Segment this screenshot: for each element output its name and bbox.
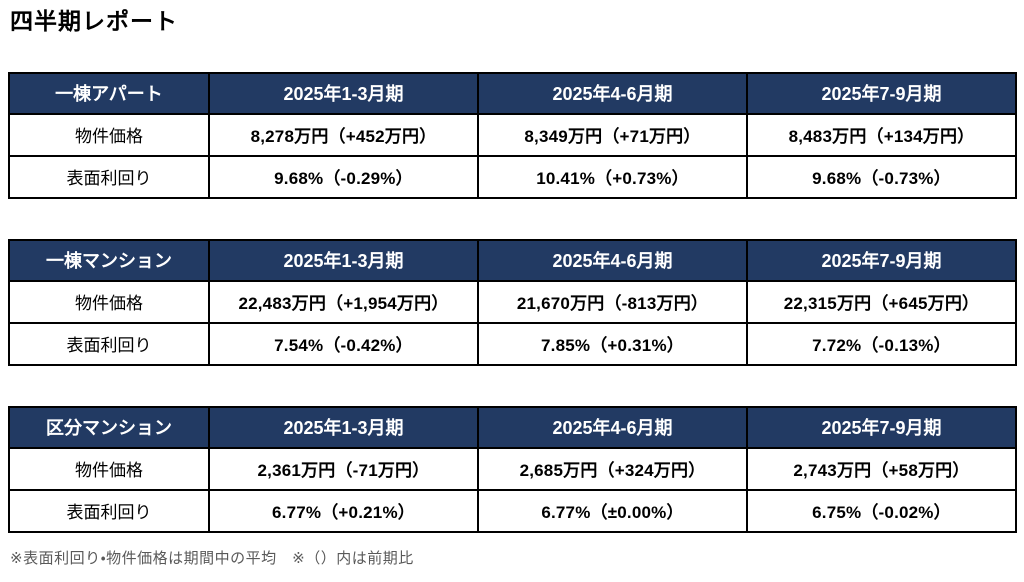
price-value-q1: 2,361万円（-71万円） (208, 446, 479, 491)
row-label-price: 物件価格 (8, 446, 210, 491)
tables-container: 一棟アパート 2025年1-3月期 2025年4-6月期 2025年7-9月期 … (8, 71, 1017, 533)
table-header-row: 区分マンション 2025年1-3月期 2025年4-6月期 2025年7-9月期 (8, 405, 1017, 449)
table-row-price: 物件価格 2,361万円（-71万円） 2,685万円（+324万円） 2,74… (8, 446, 1017, 491)
price-value-q3: 22,315万円（+645万円） (746, 279, 1017, 324)
price-value-q2: 8,349万円（+71万円） (477, 112, 748, 157)
row-label-yield: 表面利回り (8, 488, 210, 533)
table-row-yield: 表面利回り 9.68%（-0.29%） 10.41%（+0.73%） 9.68%… (8, 154, 1017, 199)
yield-value-q3: 7.72%（-0.13%） (746, 321, 1017, 366)
yield-value-q1: 6.77%（+0.21%） (208, 488, 479, 533)
column-header-q2: 2025年4-6月期 (477, 238, 748, 282)
price-value-q3: 8,483万円（+134万円） (746, 112, 1017, 157)
column-header-q1: 2025年1-3月期 (208, 71, 479, 115)
column-header-q2: 2025年4-6月期 (477, 405, 748, 449)
yield-value-q2: 10.41%（+0.73%） (477, 154, 748, 199)
price-value-q2: 21,670万円（-813万円） (477, 279, 748, 324)
table-whole-condo: 一棟マンション 2025年1-3月期 2025年4-6月期 2025年7-9月期… (8, 238, 1017, 366)
yield-value-q2: 7.85%（+0.31%） (477, 321, 748, 366)
price-value-q1: 8,278万円（+452万円） (208, 112, 479, 157)
row-label-price: 物件価格 (8, 279, 210, 324)
yield-value-q3: 9.68%（-0.73%） (746, 154, 1017, 199)
category-header: 一棟マンション (8, 238, 210, 282)
yield-value-q2: 6.77%（±0.00%） (477, 488, 748, 533)
row-label-yield: 表面利回り (8, 321, 210, 366)
row-label-price: 物件価格 (8, 112, 210, 157)
price-value-q1: 22,483万円（+1,954万円） (208, 279, 479, 324)
column-header-q1: 2025年1-3月期 (208, 405, 479, 449)
column-header-q2: 2025年4-6月期 (477, 71, 748, 115)
category-header: 一棟アパート (8, 71, 210, 115)
column-header-q3: 2025年7-9月期 (746, 238, 1017, 282)
price-value-q3: 2,743万円（+58万円） (746, 446, 1017, 491)
page-title: 四半期レポート (10, 8, 178, 34)
row-label-yield: 表面利回り (8, 154, 210, 199)
column-header-q3: 2025年7-9月期 (746, 71, 1017, 115)
category-header: 区分マンション (8, 405, 210, 449)
table-row-yield: 表面利回り 6.77%（+0.21%） 6.77%（±0.00%） 6.75%（… (8, 488, 1017, 533)
table-header-row: 一棟マンション 2025年1-3月期 2025年4-6月期 2025年7-9月期 (8, 238, 1017, 282)
table-row-price: 物件価格 22,483万円（+1,954万円） 21,670万円（-813万円）… (8, 279, 1017, 324)
yield-value-q1: 7.54%（-0.42%） (208, 321, 479, 366)
table-condo-unit: 区分マンション 2025年1-3月期 2025年4-6月期 2025年7-9月期… (8, 405, 1017, 533)
column-header-q1: 2025年1-3月期 (208, 238, 479, 282)
table-header-row: 一棟アパート 2025年1-3月期 2025年4-6月期 2025年7-9月期 (8, 71, 1017, 115)
yield-value-q3: 6.75%（-0.02%） (746, 488, 1017, 533)
price-value-q2: 2,685万円（+324万円） (477, 446, 748, 491)
yield-value-q1: 9.68%（-0.29%） (208, 154, 479, 199)
column-header-q3: 2025年7-9月期 (746, 405, 1017, 449)
table-row-price: 物件価格 8,278万円（+452万円） 8,349万円（+71万円） 8,48… (8, 112, 1017, 157)
table-row-yield: 表面利回り 7.54%（-0.42%） 7.85%（+0.31%） 7.72%（… (8, 321, 1017, 366)
footnote: ※表面利回り・物件価格は期間中の平均 ※（）内は前期比 (10, 549, 414, 567)
table-whole-apartment: 一棟アパート 2025年1-3月期 2025年4-6月期 2025年7-9月期 … (8, 71, 1017, 199)
